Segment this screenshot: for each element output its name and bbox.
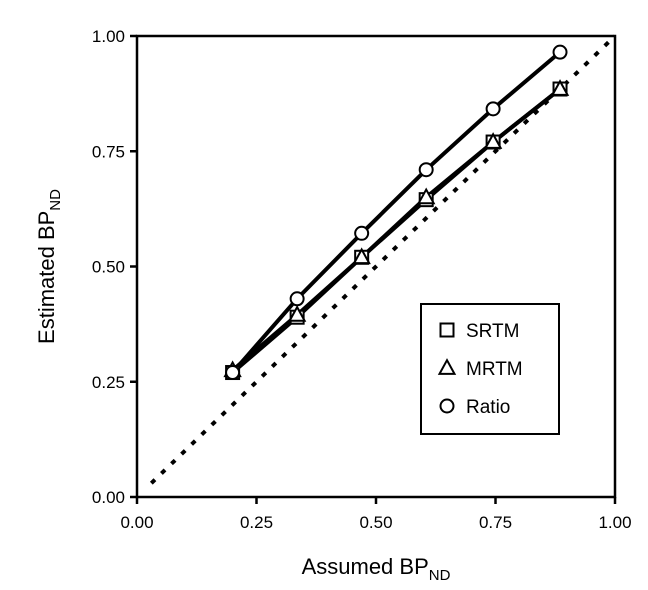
data-point-mrtm [550, 79, 570, 96]
legend: SRTM MRTM Ratio [420, 303, 560, 435]
x-tick-label: 0.50 [359, 513, 392, 532]
y-tick-label: 1.00 [92, 27, 125, 46]
x-tick-label: 0.25 [240, 513, 273, 532]
data-point-ratio [289, 291, 305, 307]
x-tick-label: 1.00 [598, 513, 631, 532]
x-axis-title: Assumed BPND [302, 554, 451, 584]
axes-group: 0.00 0.25 0.50 0.75 1.00 0.00 0.25 0.50 0.75 1.00 [92, 27, 632, 532]
data-point-ratio [552, 44, 568, 60]
series-line-ratio [231, 50, 562, 374]
axis-titles: Assumed BPND Estimated BPND [34, 189, 451, 584]
y-tick-label: 0.75 [92, 142, 125, 161]
data-point-mrtm [352, 247, 371, 265]
x-tick-label: 0.00 [120, 513, 153, 532]
data-point-ratio [485, 101, 501, 117]
y-axis-title: Estimated BPND [34, 189, 64, 344]
data-point-ratio [225, 365, 241, 381]
series-line-mrtm [231, 87, 562, 372]
data-point-mrtm [416, 187, 436, 205]
legend-marker-ratio [439, 398, 455, 414]
legend-label-srtm: SRTM [466, 321, 519, 342]
legend-label-ratio: Ratio [466, 397, 510, 418]
series-group [223, 44, 570, 381]
identity-line [149, 34, 617, 485]
y-tick-label: 0.25 [92, 373, 125, 392]
legend-marker-mrtm [437, 358, 457, 375]
identity-line-group [149, 34, 617, 485]
legend-label-mrtm: MRTM [466, 359, 523, 380]
data-point-ratio [418, 162, 434, 178]
y-tick-label: 0.50 [92, 258, 125, 277]
data-point-ratio [354, 225, 370, 241]
data-point-mrtm [287, 305, 307, 322]
legend-marker-srtm [439, 322, 455, 338]
x-tick-label: 0.75 [479, 513, 512, 532]
y-tick-label: 0.00 [92, 488, 125, 507]
data-point-mrtm [483, 132, 503, 149]
